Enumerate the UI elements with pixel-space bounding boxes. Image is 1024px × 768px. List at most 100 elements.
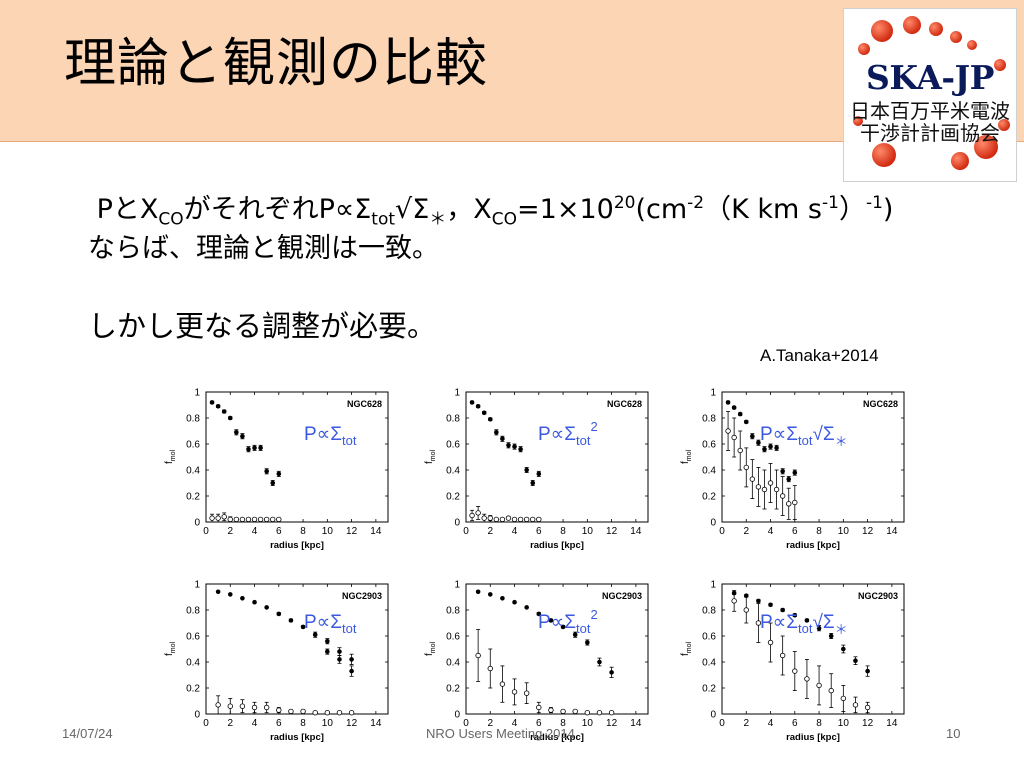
data-point-filled [774,445,779,451]
x-tick-label: 8 [560,526,566,537]
data-point-open [251,704,258,711]
data-point-filled [548,618,554,623]
data-point-filled [276,471,282,477]
data-point-filled [750,433,755,439]
data-point-open [336,710,343,716]
data-point-filled [512,599,517,605]
data-point-open [523,690,530,696]
y-tick-label: 0.8 [446,606,460,617]
x-tick-label: 10 [582,718,594,729]
data-point-filled [240,596,245,601]
data-point-open [773,486,780,493]
data-point-open [828,687,834,694]
x-tick-label: 0 [203,526,209,537]
data-point-filled [475,404,481,409]
data-point-filled [853,658,858,663]
plot-frame [721,583,905,715]
data-point-filled [325,649,330,654]
data-point-open [276,707,282,713]
x-tick-label: 2 [227,718,233,729]
data-point-filled [756,440,761,446]
y-tick-label: 0.6 [186,632,200,643]
x-tick-label: 12 [862,718,874,729]
y-tick-label: 0 [710,710,716,721]
data-point-filled [524,467,529,473]
data-point-open [755,620,762,626]
data-point-filled [252,599,257,605]
data-point-filled [597,659,602,665]
data-point-filled [240,433,245,439]
y-tick-label: 0.4 [446,466,460,477]
chart-panel-6: 0 2 4 6 8 10 12 14 0 0.2 0.4 0.6 0.8 1 radius [kpc] fmo… [680,580,905,743]
data-point-open [300,708,306,715]
body-paragraph-2: しかし更なる調整が必要。 [88,309,437,343]
data-point-open [560,708,566,715]
model-label: P∝Σtot√Σ＊ [760,424,848,449]
data-point-open [786,501,792,507]
x-axis-label: radius [kpc] [530,540,584,551]
data-point-filled [841,646,846,652]
data-point-open [767,639,774,646]
x-tick-label: 6 [276,718,282,729]
data-point-filled [349,657,354,662]
data-point-open [596,710,603,716]
data-point-filled [481,410,487,416]
data-point-filled [469,400,475,405]
x-tick-label: 12 [606,718,618,729]
y-tick-label: 1 [194,388,200,399]
x-tick-label: 0 [463,526,469,537]
footer-date: 14/07/24 [62,726,113,741]
data-point-open [469,512,475,519]
data-point-open [816,682,822,689]
footer-event: NRO Users Meeting 2014 [426,726,575,741]
data-point-filled [215,404,221,409]
y-axis-label: fmol [424,450,437,465]
data-point-open [209,515,215,521]
y-tick-label: 0.8 [186,606,200,617]
data-point-filled [258,445,263,451]
data-point-open [221,514,227,520]
x-tick-label: 2 [743,526,749,537]
data-point-open [324,710,331,716]
x-tick-label: 6 [536,526,542,537]
x-tick-label: 6 [276,526,282,537]
x-axis-label: radius [kpc] [530,732,584,743]
data-point-filled [768,444,773,449]
x-tick-label: 4 [768,526,774,537]
data-point-open [852,702,859,708]
data-point-filled [209,400,215,405]
x-axis-label: radius [kpc] [270,540,324,551]
x-tick-label: 2 [487,718,493,729]
data-point-filled [737,411,743,417]
data-point-filled [288,618,294,623]
x-tick-label: 8 [560,718,566,729]
plot-frame [205,391,389,523]
data-point-filled [780,469,785,474]
y-tick-label: 0.8 [702,414,716,425]
y-tick-label: 1 [710,388,716,399]
data-point-open [536,704,542,711]
data-point-open [493,516,500,523]
data-point-open [767,480,774,486]
data-point-open [737,447,743,454]
logo-subtitle-line2: 干渉計計画協会 [860,121,1000,145]
plot-frame [721,391,905,523]
data-point-filled [487,592,493,597]
data-point-filled [325,638,330,644]
x-tick-label: 8 [300,526,306,537]
x-tick-label: 12 [346,718,358,729]
data-point-open [481,515,487,521]
chart-panel-4: 0 2 4 6 8 10 12 14 0 0.2 0.4 0.6 0.8 1 radius [kpc] fmo… [164,580,389,743]
model-label: P∝Σtot2 [538,419,598,448]
data-point-filled [816,625,822,631]
data-point-filled [234,430,239,435]
data-point-filled [487,417,493,422]
data-point-filled [536,611,542,617]
data-point-open [804,676,810,682]
data-point-open [530,516,536,523]
y-tick-label: 0.4 [446,658,460,669]
data-point-filled [500,596,505,601]
x-tick-label: 6 [792,718,798,729]
data-point-open [239,703,246,709]
data-point-filled [524,605,529,610]
